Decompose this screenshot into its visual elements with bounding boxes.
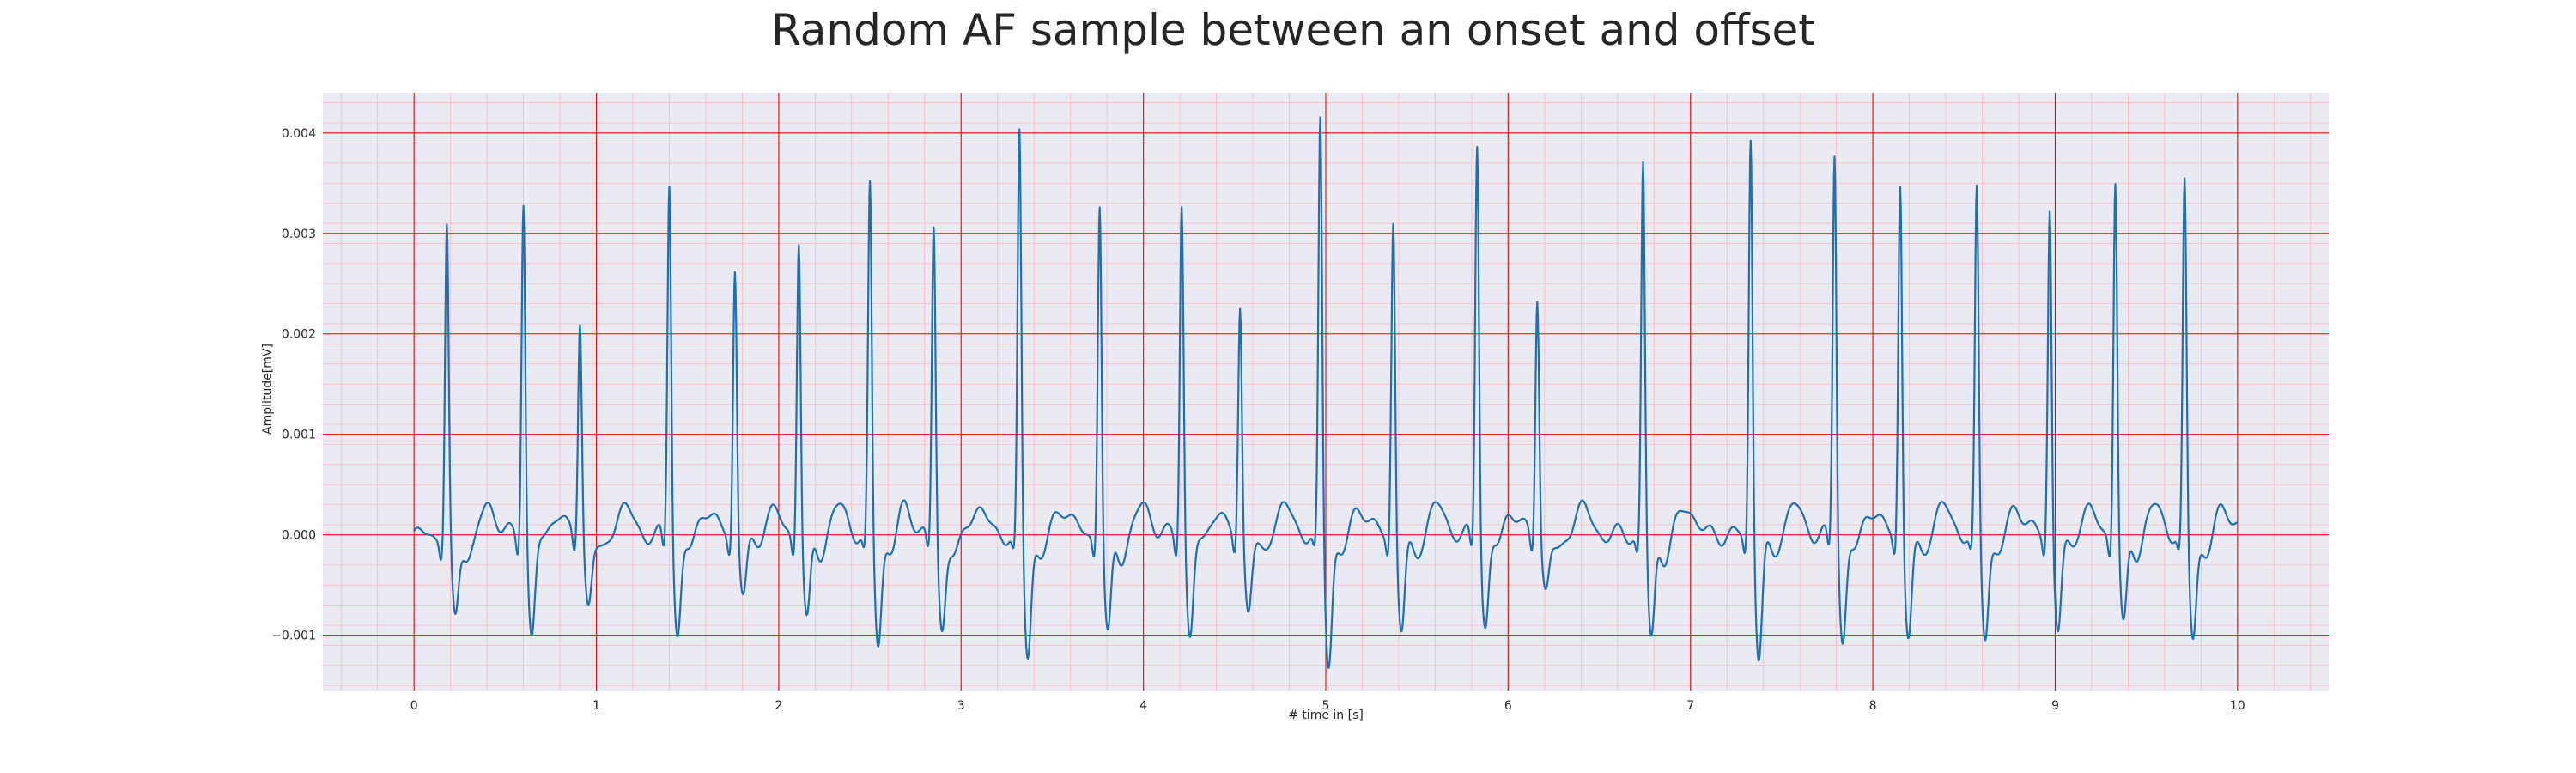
x-tick-label: 8 bbox=[1869, 699, 1877, 713]
x-tick-label: 1 bbox=[592, 699, 600, 713]
y-tick-label: 0.002 bbox=[282, 328, 316, 342]
x-tick-label: 0 bbox=[410, 699, 418, 713]
y-axis-label: Amplitude[mV] bbox=[261, 344, 275, 435]
y-tick-label: 0.004 bbox=[282, 127, 316, 141]
y-tick-label: 0.001 bbox=[282, 429, 316, 442]
y-axis-ticks: −0.001 0.000 0.001 0.002 0.003 0.004 bbox=[271, 127, 316, 643]
major-grid bbox=[323, 93, 2329, 691]
series-layer bbox=[413, 116, 2239, 669]
x-tick-label: 9 bbox=[2051, 699, 2059, 713]
x-axis-ticks: 0 1 2 3 4 5 6 7 8 9 10 bbox=[410, 699, 2245, 713]
y-tick-label: −0.001 bbox=[271, 630, 316, 643]
x-axis-label: # time in [s] bbox=[1288, 709, 1364, 722]
chart-title: Random AF sample between an onset and of… bbox=[771, 5, 1815, 55]
x-tick-label: 5 bbox=[1322, 699, 1330, 713]
y-tick-label: 0.003 bbox=[282, 228, 316, 241]
x-tick-label: 10 bbox=[2230, 699, 2245, 713]
y-tick-label: 0.000 bbox=[282, 529, 316, 543]
ecg-signal-line bbox=[413, 116, 2239, 669]
x-tick-label: 7 bbox=[1686, 699, 1694, 713]
x-tick-label: 2 bbox=[775, 699, 782, 713]
x-tick-label: 4 bbox=[1139, 699, 1147, 713]
x-tick-label: 3 bbox=[957, 699, 965, 713]
x-tick-label: 6 bbox=[1504, 699, 1512, 713]
